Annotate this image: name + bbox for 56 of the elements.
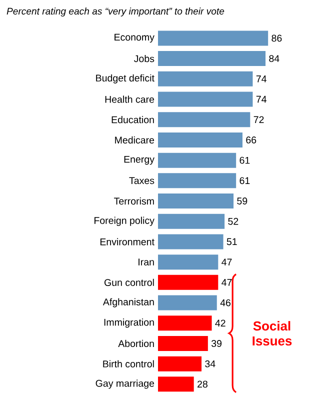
bar (158, 295, 217, 310)
data-label: 72 (254, 116, 264, 124)
bar (158, 132, 242, 148)
y-tick-label: Gay marriage (96, 380, 154, 389)
y-tick-label: Environment (100, 238, 154, 246)
data-label: 52 (228, 218, 238, 225)
y-tick-label: Health care (105, 96, 154, 103)
data-label: 42 (215, 320, 226, 327)
data-label: 59 (237, 198, 248, 204)
y-tick-label: Taxes (129, 177, 154, 184)
data-label: 66 (246, 136, 256, 144)
bar (158, 71, 253, 86)
bar (158, 376, 194, 392)
data-label: 28 (198, 380, 208, 388)
y-tick-label: Energy (124, 156, 154, 165)
y-tick-label: Economy (114, 34, 154, 43)
data-label: 51 (226, 238, 237, 246)
bar (158, 234, 224, 250)
bar (158, 214, 225, 229)
y-tick-label: Jobs (134, 54, 154, 62)
bar (158, 336, 208, 351)
y-tick-label: Birth control (103, 360, 154, 368)
bar (158, 51, 266, 66)
y-tick-label: Education (112, 116, 154, 124)
bar (158, 173, 236, 188)
y-tick-label: Iran (138, 258, 154, 266)
bar (158, 194, 234, 209)
y-tick-label: Afghanistan (102, 298, 154, 308)
data-label: 34 (205, 360, 216, 368)
data-label: 86 (272, 34, 282, 42)
bar (158, 92, 253, 107)
bar (158, 112, 250, 128)
y-tick-label: Terrorism (114, 197, 154, 205)
bar (158, 152, 236, 168)
bar (158, 316, 212, 331)
y-tick-label: Medicare (115, 136, 154, 144)
data-label: 74 (256, 96, 266, 103)
y-tick-label: Abortion (118, 340, 154, 348)
y-tick-label: Gun control (104, 278, 154, 286)
data-label: 74 (256, 76, 266, 82)
data-label: 46 (220, 299, 231, 306)
bar (158, 30, 268, 46)
bar (158, 274, 218, 290)
data-label: 61 (240, 177, 250, 184)
y-tick-label: Immigration (104, 318, 154, 328)
y-tick-label: Budget deficit (96, 74, 154, 84)
data-label: 39 (211, 340, 222, 347)
bar (158, 356, 202, 372)
annotation: Social Issues (252, 321, 292, 346)
chart-title: Percent rating each as “very important” to their vote (6, 8, 224, 16)
data-label: 61 (240, 156, 250, 164)
bar (158, 254, 218, 270)
y-tick-label: Foreign policy (94, 216, 154, 226)
data-label: 47 (222, 279, 232, 286)
data-label: 84 (269, 55, 280, 62)
data-label: 47 (222, 258, 232, 266)
